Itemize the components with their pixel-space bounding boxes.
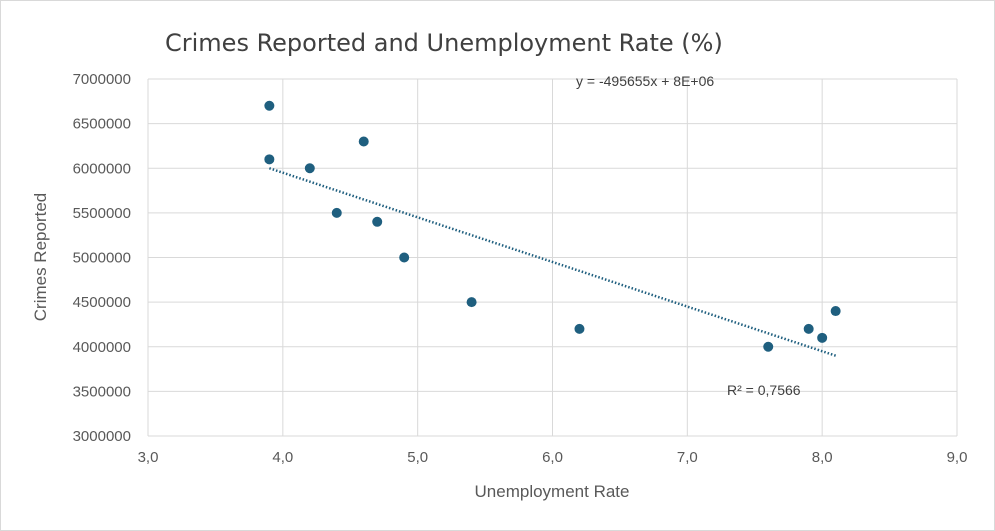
data-point — [803, 323, 814, 334]
x-tick-label: 9,0 — [947, 449, 968, 466]
y-tick-label: 3000000 — [73, 428, 131, 445]
y-tick-label: 6000000 — [73, 160, 131, 177]
chart-title: Crimes Reported and Unemployment Rate (%… — [165, 29, 723, 57]
y-tick-label: 6500000 — [73, 116, 131, 133]
y-tick-label: 7000000 — [73, 71, 131, 88]
y-tick-label: 4500000 — [73, 294, 131, 311]
data-point — [817, 332, 828, 343]
data-point — [304, 163, 315, 174]
x-tick-label: 7,0 — [677, 449, 698, 466]
y-axis-ticks: 3000000 3500000 4000000 4500000 5000000 55000… — [73, 71, 131, 445]
data-point — [358, 136, 369, 147]
y-tick-label: 4000000 — [73, 339, 131, 356]
trendline-equation: y = -495655x + 8E+06 — [576, 73, 714, 89]
data-point — [372, 216, 383, 227]
y-tick-label: 5500000 — [73, 205, 131, 222]
x-tick-label: 8,0 — [812, 449, 833, 466]
data-point — [466, 297, 477, 308]
x-tick-label: 5,0 — [407, 449, 428, 466]
y-axis-label: Crimes Reported — [31, 193, 50, 322]
x-axis-label: Unemployment Rate — [475, 482, 630, 501]
r-squared-label: R² = 0,7566 — [727, 382, 801, 398]
gridlines — [147, 78, 958, 437]
data-point — [264, 154, 275, 165]
y-tick-label: 3500000 — [73, 383, 131, 400]
data-point — [399, 252, 410, 263]
data-point — [763, 341, 774, 352]
data-point — [830, 306, 841, 317]
data-points — [264, 100, 841, 352]
trendline — [268, 167, 837, 357]
x-axis-ticks: 3,0 4,0 5,0 6,0 7,0 8,0 9,0 — [138, 449, 968, 466]
y-tick-label: 5000000 — [73, 250, 131, 267]
data-point — [331, 207, 342, 218]
x-tick-label: 3,0 — [138, 449, 159, 466]
x-tick-label: 4,0 — [272, 449, 293, 466]
x-tick-label: 6,0 — [542, 449, 563, 466]
data-point — [264, 100, 275, 111]
data-point — [574, 323, 585, 334]
